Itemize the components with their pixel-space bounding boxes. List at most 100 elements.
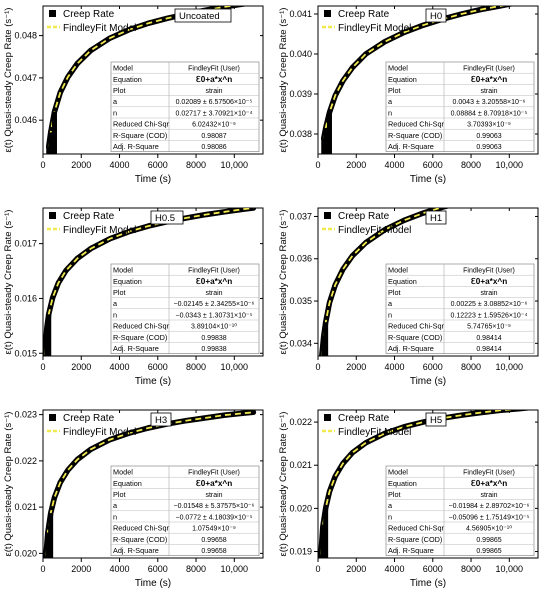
fit-table-value: 0.99063 [476, 144, 501, 151]
series-findley-fit [45, 411, 254, 556]
x-tick-label: 4000 [110, 160, 130, 170]
chart-panel: ε(t) Quasi-steady Creep Rate (s⁻¹) 0 2000 4… [3, 207, 264, 387]
fit-table-value: strain [205, 492, 222, 499]
fit-table-key: R-Square (COD) [113, 131, 167, 140]
fit-table-key: Plot [388, 288, 401, 297]
fit-table-value: ℇ0+a*x^n [196, 277, 232, 286]
fit-table-key: Equation [113, 75, 142, 84]
panel-label: H5 [430, 415, 442, 426]
fit-table-value: 0.99865 [476, 548, 501, 555]
x-tick-label: 6000 [148, 564, 168, 574]
x-tick-label: 4000 [385, 160, 405, 170]
legend-label-creep-rate: Creep Rate [338, 413, 390, 424]
fit-table-key: Plot [388, 86, 401, 95]
fit-table-key: Plot [113, 490, 126, 499]
creep-rate-marker [51, 111, 57, 154]
y-tick-label: 0.036 [289, 254, 312, 264]
fit-table-value: 0.02717 ± 3.70921×10⁻⁴ [176, 110, 253, 117]
panel-label-box [174, 8, 232, 23]
plot-area [318, 410, 531, 558]
fit-table-value: strain [480, 492, 497, 499]
fit-table-key: Reduced Chi-Sqr [388, 524, 445, 533]
fit-table-key: a [113, 501, 118, 510]
x-tick-label: 2000 [346, 564, 366, 574]
fit-table-key: Reduced Chi-Sqr [388, 322, 445, 331]
fit-table-key: Adj. R-Square [388, 546, 434, 555]
panel-label-box [150, 210, 184, 225]
plot-frame [42, 5, 264, 155]
panel-label-box [425, 210, 447, 225]
creep-rate-marker [48, 132, 54, 154]
x-tick-label: 8000 [186, 362, 206, 372]
x-tick-label: 2000 [346, 362, 366, 372]
fit-table-key: a [113, 97, 118, 106]
legend-label-findley-fit: FindleyFit Model [338, 23, 411, 34]
fit-table-value: 3.70393×10⁻⁹ [467, 122, 511, 129]
x-tick-label: 6000 [423, 362, 443, 372]
chart-panel: ε(t) Quasi-steady Creep Rate (s⁻¹) 0 2000 4… [3, 5, 264, 185]
fit-table-key: Equation [388, 277, 417, 286]
fit-table-key: Adj. R-Square [388, 142, 434, 151]
fit-table-value: FindleyFit (User) [188, 66, 240, 73]
legend-label-creep-rate: Creep Rate [338, 9, 390, 20]
x-axis-label: Time (s) [135, 578, 171, 589]
fit-table-key: R-Square (COD) [388, 333, 442, 342]
fit-table-value: ℇ0+a*x^n [471, 75, 507, 84]
fit-table: Model FindleyFit (User) Equation ℇ0+a*x^n Pl… [385, 465, 535, 556]
fit-table-value: −0.0343 ± 1.30731×10⁻⁵ [175, 312, 252, 319]
x-tick-label: 6000 [423, 160, 443, 170]
y-axis-label: ε(t) Quasi-steady Creep Rate (s⁻¹) [3, 210, 14, 355]
fit-table-value: FindleyFit (User) [188, 470, 240, 477]
fit-table-value: 0.99063 [476, 133, 501, 140]
x-axis-label: Time (s) [410, 578, 446, 589]
fit-table: Model FindleyFit (User) Equation ℇ0+a*x^n Pl… [110, 465, 260, 556]
fit-table-key: R-Square (COD) [113, 333, 167, 342]
fit-table-value: 0.98087 [201, 133, 226, 140]
fit-table-key: Model [113, 266, 133, 275]
y-axis-label: ε(t) Quasi-steady Creep Rate (s⁻¹) [3, 412, 14, 557]
plot-frame [317, 207, 539, 357]
fit-table-key: Model [388, 266, 408, 275]
panel-label-box [425, 412, 447, 427]
x-tick-label: 0 [315, 362, 320, 372]
x-tick-label: 0 [40, 160, 45, 170]
x-tick-label: 0 [40, 564, 45, 574]
legend-label-findley-fit: FindleyFit Model [63, 23, 136, 34]
panel-label: H1 [430, 213, 442, 224]
y-axis-label: ε(t) Quasi-steady Creep Rate (s⁻¹) [278, 210, 289, 355]
creep-rate-marker [320, 526, 326, 558]
fit-table-key: Equation [113, 479, 142, 488]
x-tick-label: 2000 [346, 160, 366, 170]
chart-panel: ε(t) Quasi-steady Creep Rate (s⁻¹) 0 2000 4… [278, 207, 539, 387]
fit-table-value: 6.02432×10⁻⁹ [192, 122, 236, 129]
fit-table-key: a [388, 97, 393, 106]
fit-table-key: Adj. R-Square [113, 142, 159, 151]
x-tick-label: 10,000 [496, 362, 524, 372]
fit-table-key: n [113, 108, 117, 117]
chart-panel: ε(t) Quasi-steady Creep Rate (s⁻¹) 0 2000 4… [278, 409, 539, 589]
fit-table-key: n [113, 310, 117, 319]
y-tick-label: 0.022 [14, 456, 37, 466]
fit-table-value: 0.99658 [201, 537, 226, 544]
fit-table-value: 0.08884 ± 8.70918×10⁻⁵ [451, 110, 528, 117]
fit-table-value: FindleyFit (User) [463, 268, 515, 275]
x-tick-label: 4000 [385, 362, 405, 372]
fit-table-key: n [388, 512, 392, 521]
y-tick-label: 0.022 [289, 417, 312, 427]
plot-frame [42, 409, 264, 559]
y-tick-label: 0.037 [289, 211, 312, 221]
fit-table-value: strain [480, 290, 497, 297]
legend-label-creep-rate: Creep Rate [63, 413, 115, 424]
legend-marker-creep-rate [324, 414, 331, 421]
fit-table-key: Model [388, 468, 408, 477]
creep-rate-marker [46, 314, 52, 356]
fit-table: Model FindleyFit (User) Equation ℇ0+a*x^n Pl… [110, 263, 260, 354]
fit-table-value: 0.99658 [201, 548, 226, 555]
x-tick-label: 10,000 [496, 564, 524, 574]
fit-table-key: Equation [388, 479, 417, 488]
legend-marker-creep-rate [324, 212, 331, 219]
creep-rate-marker [323, 128, 329, 154]
fit-table-key: Model [388, 64, 408, 73]
creep-rate-marker [48, 513, 54, 558]
